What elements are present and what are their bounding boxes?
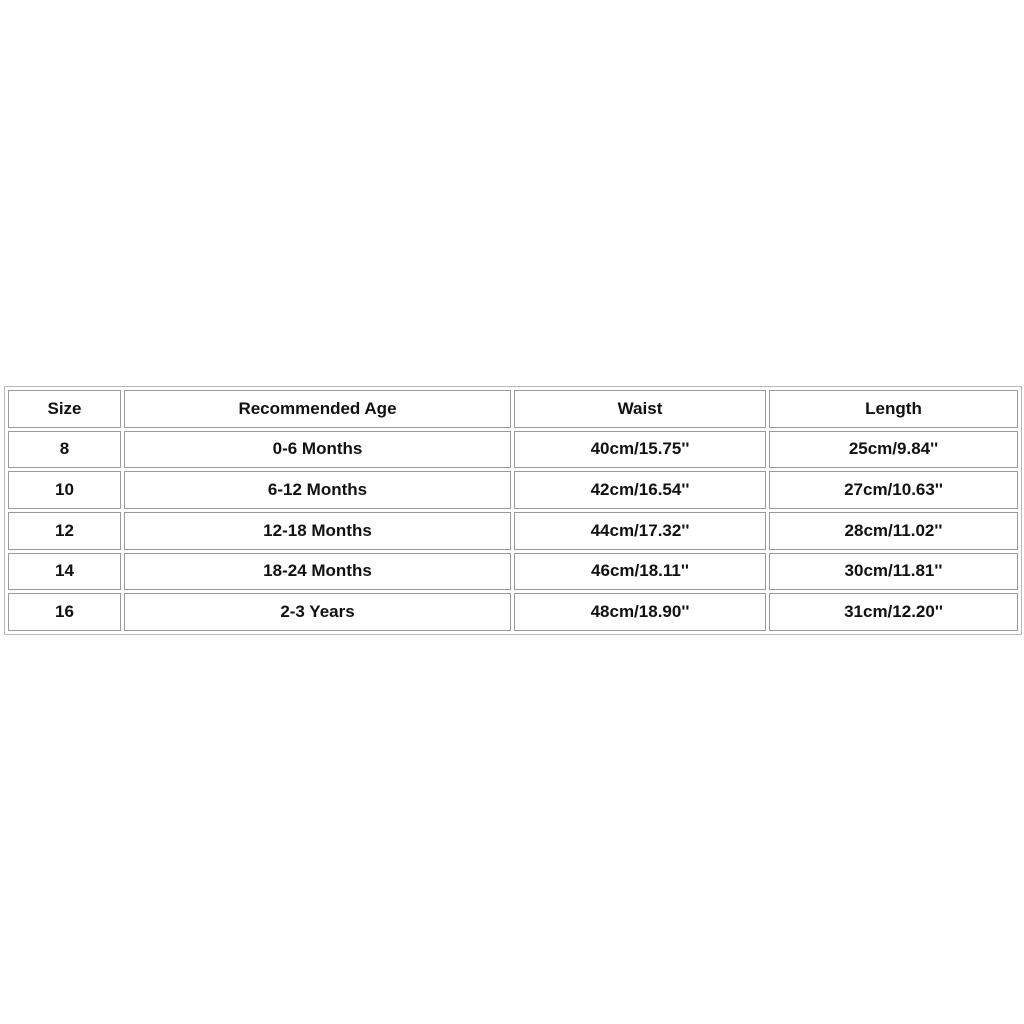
header-recommended-age: Recommended Age	[124, 390, 511, 428]
header-row: Size Recommended Age Waist Length	[8, 390, 1018, 428]
length-cell: 31cm/12.20''	[769, 593, 1018, 631]
length-cell: 25cm/9.84''	[769, 430, 1018, 469]
header-size: Size	[8, 390, 121, 428]
waist-cell: 44cm/17.32''	[514, 511, 766, 550]
waist-cell: 40cm/15.75''	[514, 430, 766, 469]
table-row: 16 2-3 Years 48cm/18.90'' 31cm/12.20''	[8, 593, 1018, 631]
length-cell: 28cm/11.02''	[769, 511, 1018, 550]
size-cell: 8	[8, 430, 121, 469]
size-cell: 16	[8, 593, 121, 631]
table-row: 12 12-18 Months 44cm/17.32'' 28cm/11.02''	[8, 511, 1018, 550]
table-row: 8 0-6 Months 40cm/15.75'' 25cm/9.84''	[8, 430, 1018, 469]
age-cell: 18-24 Months	[124, 552, 511, 591]
table-row: 10 6-12 Months 42cm/16.54'' 27cm/10.63''	[8, 471, 1018, 509]
age-cell: 12-18 Months	[124, 511, 511, 550]
size-cell: 10	[8, 471, 121, 509]
waist-cell: 42cm/16.54''	[514, 471, 766, 509]
age-cell: 6-12 Months	[124, 471, 511, 509]
waist-cell: 48cm/18.90''	[514, 593, 766, 631]
size-cell: 14	[8, 552, 121, 591]
length-cell: 30cm/11.81''	[769, 552, 1018, 591]
length-cell: 27cm/10.63''	[769, 471, 1018, 509]
header-waist: Waist	[514, 390, 766, 428]
table-row: 14 18-24 Months 46cm/18.11'' 30cm/11.81''	[8, 552, 1018, 591]
header-length: Length	[769, 390, 1018, 428]
age-cell: 0-6 Months	[124, 430, 511, 469]
age-cell: 2-3 Years	[124, 593, 511, 631]
size-cell: 12	[8, 511, 121, 550]
size-chart-table: Size Recommended Age Waist Length 8 0-6 M…	[4, 386, 1022, 635]
waist-cell: 46cm/18.11''	[514, 552, 766, 591]
